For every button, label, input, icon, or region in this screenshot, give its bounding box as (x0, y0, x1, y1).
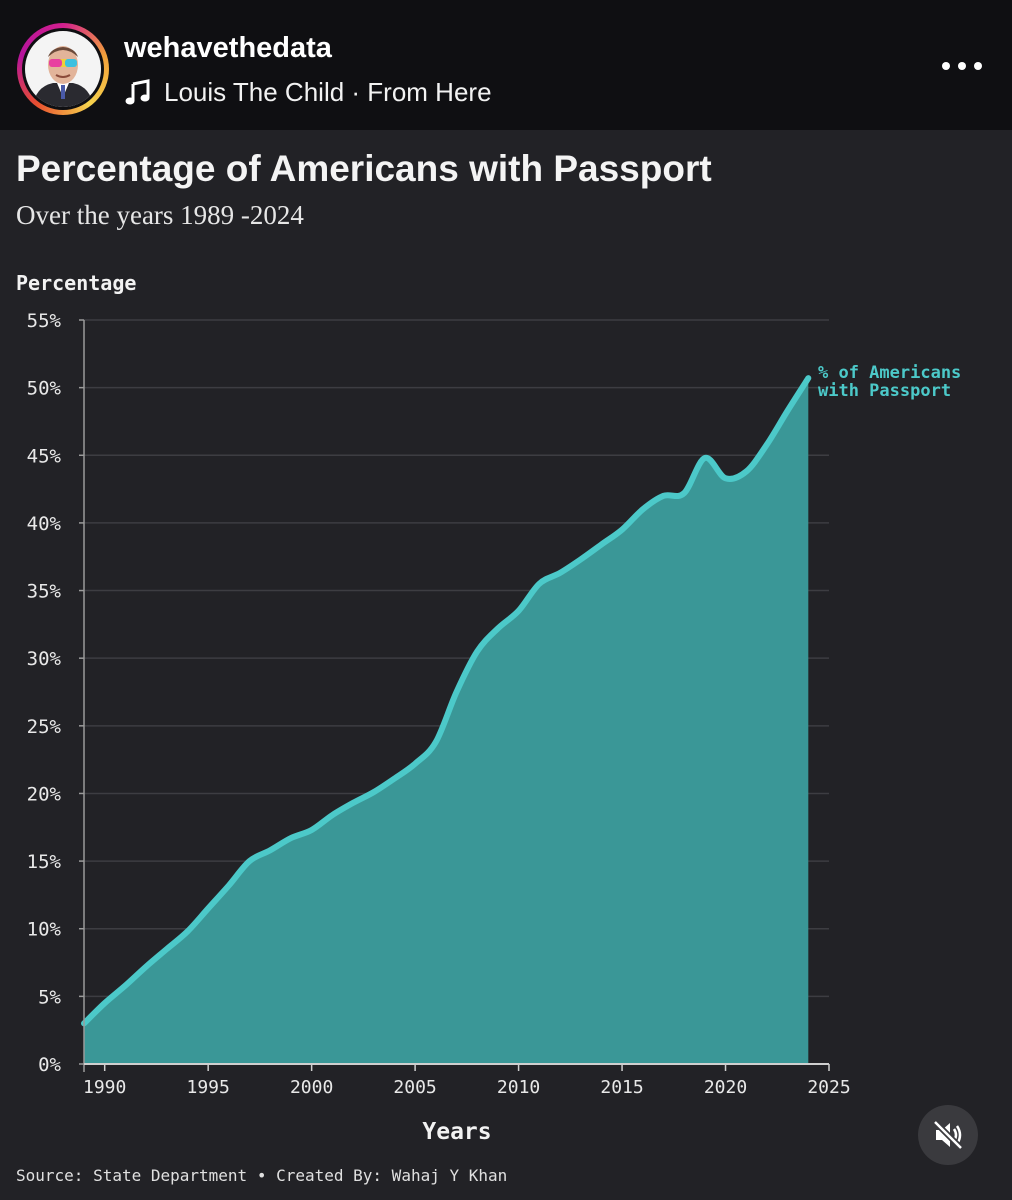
y-tick-label: 30% (27, 648, 62, 670)
x-tick-label: 2005 (393, 1077, 436, 1098)
x-tick-label: 2015 (600, 1077, 643, 1098)
chart-source: Source: State Department • Created By: W… (16, 1166, 508, 1185)
music-credit[interactable]: Louis The Child · From Here (124, 77, 492, 108)
chart-subtitle: Over the years 1989 -2024 (16, 200, 304, 230)
y-tick-label: 0% (38, 1054, 61, 1076)
x-tick-label: 2020 (704, 1077, 747, 1098)
x-tick-label: 1990 (83, 1077, 126, 1098)
mute-button[interactable] (918, 1105, 978, 1165)
y-axis-label: Percentage (16, 271, 136, 295)
more-options-icon[interactable] (942, 54, 982, 78)
y-tick-label: 40% (27, 513, 62, 535)
music-title: Louis The Child · From Here (164, 77, 492, 107)
x-tick-label: 1995 (186, 1077, 229, 1098)
post-header: wehavethedata Louis The Child · From Her… (0, 0, 1012, 130)
x-tick-label: 2025 (807, 1077, 850, 1098)
x-axis-label: Years (422, 1119, 491, 1145)
x-tick-label: 2010 (497, 1077, 540, 1098)
y-tick-label: 50% (27, 378, 62, 400)
avatar-photo (25, 31, 101, 107)
series-label: with Passport (818, 381, 951, 401)
y-tick-label: 5% (38, 986, 61, 1008)
series-line (81, 375, 812, 1027)
avatar[interactable] (17, 23, 109, 115)
y-tick-label: 20% (27, 783, 62, 805)
y-tick-label: 10% (27, 919, 62, 941)
y-tick-label: 15% (27, 851, 62, 873)
series-label: % of Americans (818, 363, 961, 383)
music-note-icon (125, 78, 150, 104)
x-tick-label: 2000 (290, 1077, 333, 1098)
y-tick-label: 25% (27, 716, 62, 738)
y-tick-label: 45% (27, 445, 62, 467)
y-tick-label: 35% (27, 581, 62, 603)
chart-title: Percentage of Americans with Passport (16, 148, 712, 189)
y-tick-label: 55% (27, 310, 62, 332)
username[interactable]: wehavethedata (124, 32, 332, 64)
muted-speaker-icon (932, 1119, 964, 1151)
